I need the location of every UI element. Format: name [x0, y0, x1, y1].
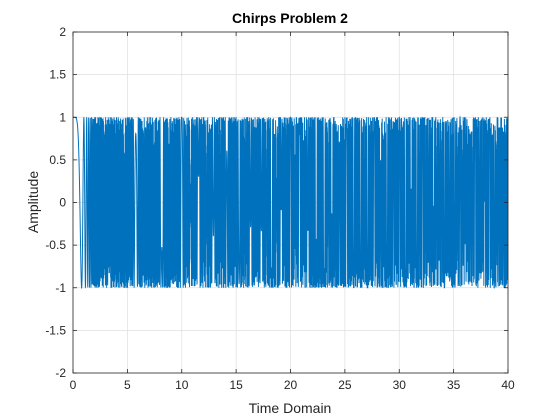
y-tick-label: 1 — [59, 110, 66, 124]
y-tick-label: -0.5 — [45, 238, 66, 252]
series-line — [73, 115, 509, 290]
x-tick-label: 10 — [175, 378, 189, 392]
x-tick-label: 5 — [124, 378, 131, 392]
x-tick-label: 40 — [501, 378, 515, 392]
x-tick-label: 35 — [447, 378, 461, 392]
x-tick-label: 20 — [284, 378, 298, 392]
y-tick-label: 0 — [59, 196, 66, 210]
y-tick-label: 0.5 — [49, 153, 66, 167]
y-tick-label: 2 — [59, 25, 66, 39]
y-tick-label: -1.5 — [45, 323, 66, 337]
y-tick-label: 1.5 — [49, 68, 66, 82]
chart-title: Chirps Problem 2 — [232, 10, 348, 26]
x-axis-label: Time Domain — [249, 400, 332, 416]
x-tick-label: 30 — [393, 378, 407, 392]
y-tick-label: -1 — [55, 281, 66, 295]
ticks: 0 5 10 15 20 25 30 35 40 -2 -1.5 -1 -0.5 0 0.5 1 1.5 2 — [45, 25, 515, 392]
y-tick-label: -2 — [55, 366, 66, 380]
x-tick-label: 15 — [229, 378, 243, 392]
x-tick-label: 0 — [70, 378, 77, 392]
x-tick-label: 25 — [338, 378, 352, 392]
y-axis-label: Amplitude — [25, 171, 41, 233]
series-group — [73, 115, 509, 290]
